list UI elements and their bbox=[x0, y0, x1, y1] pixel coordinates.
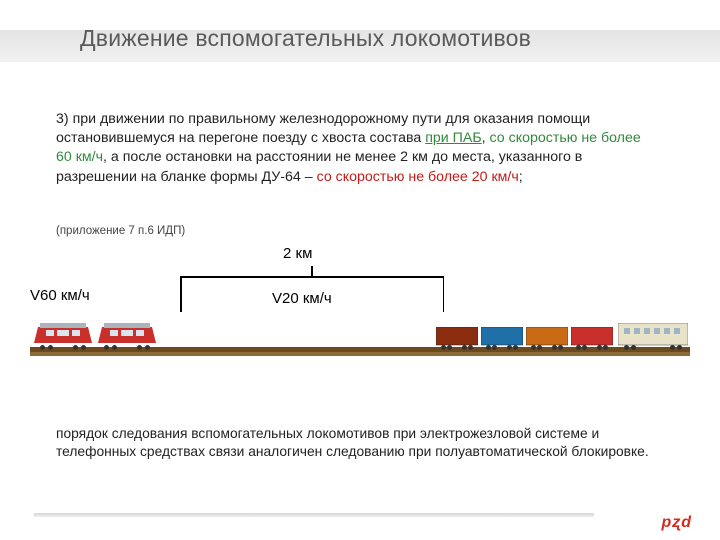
locomotive-2 bbox=[96, 321, 158, 347]
para-s20: со скоростью не более 20 км/ч bbox=[317, 169, 519, 185]
freight-car-4 bbox=[571, 327, 613, 347]
slide-title: Движение вспомогательных локомотивов bbox=[80, 25, 531, 52]
distance-bracket bbox=[180, 266, 444, 312]
train-diagram: V60 км/ч 2 км V20 км/ч bbox=[30, 245, 690, 380]
para-semi: ; bbox=[519, 169, 523, 185]
label-2km: 2 км bbox=[283, 245, 312, 262]
para-num: 3) bbox=[56, 111, 73, 127]
passenger-coach bbox=[618, 323, 688, 347]
locomotive-1 bbox=[32, 321, 94, 347]
rzd-logo: pʐd bbox=[661, 514, 692, 532]
reference-text: (приложение 7 п.6 ИДП) bbox=[56, 225, 185, 237]
freight-car-1 bbox=[436, 327, 478, 347]
footer-note: порядок следования вспомогательных локом… bbox=[56, 425, 664, 461]
track bbox=[30, 347, 690, 352]
freight-car-3 bbox=[526, 327, 568, 347]
footer-bar bbox=[34, 513, 594, 517]
freight-car-2 bbox=[481, 327, 523, 347]
body-paragraph: 3) при движении по правильному железнодо… bbox=[56, 110, 658, 187]
para-pab: при ПАБ bbox=[425, 130, 481, 146]
slide: Движение вспомогательных локомотивов 3) … bbox=[0, 0, 720, 540]
label-v60: V60 км/ч bbox=[30, 287, 90, 304]
para-c1: , bbox=[482, 130, 490, 146]
